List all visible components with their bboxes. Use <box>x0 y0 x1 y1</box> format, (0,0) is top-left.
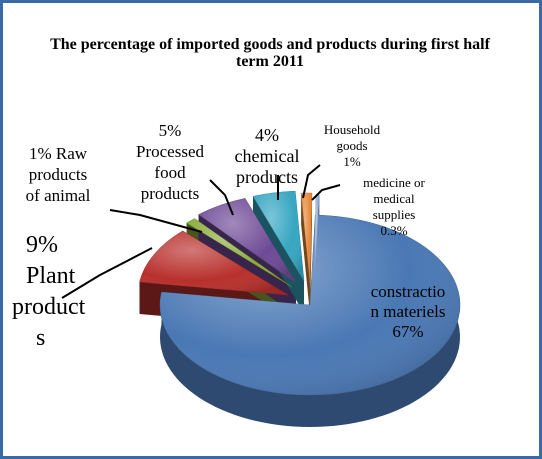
label-chemical: 4% chemical products <box>234 125 300 187</box>
pie-slice-gloss-2 <box>186 218 292 287</box>
chart-title: The percentage of imported goods and pro… <box>50 36 490 70</box>
leader-proc <box>209 179 234 216</box>
leader-plant <box>61 247 153 299</box>
pie-slice-gloss-0 <box>159 215 460 395</box>
leader-house <box>302 164 321 199</box>
pie-slice-gloss-3 <box>198 198 296 283</box>
label-household: Household goods 1% <box>323 122 381 169</box>
leader-raw <box>109 209 203 233</box>
label-construction: constractio n materiels 67% <box>370 282 446 341</box>
label-processed: 5% Processed food products <box>136 121 204 203</box>
label-raw: 1% Raw products of animal <box>25 144 91 205</box>
leader-med <box>311 184 341 201</box>
pie-slice-gloss-1 <box>139 230 288 295</box>
pie-slice-wall-5-0 <box>301 193 310 315</box>
pie-slice-gloss-4 <box>253 191 304 281</box>
pie-slice-gloss-6 <box>314 195 320 285</box>
pie-slice-gloss-5 <box>301 193 312 283</box>
label-plant: 9% Plant product s <box>12 232 86 351</box>
label-medicine: medicine or medical supplies 0.3% <box>363 175 425 238</box>
